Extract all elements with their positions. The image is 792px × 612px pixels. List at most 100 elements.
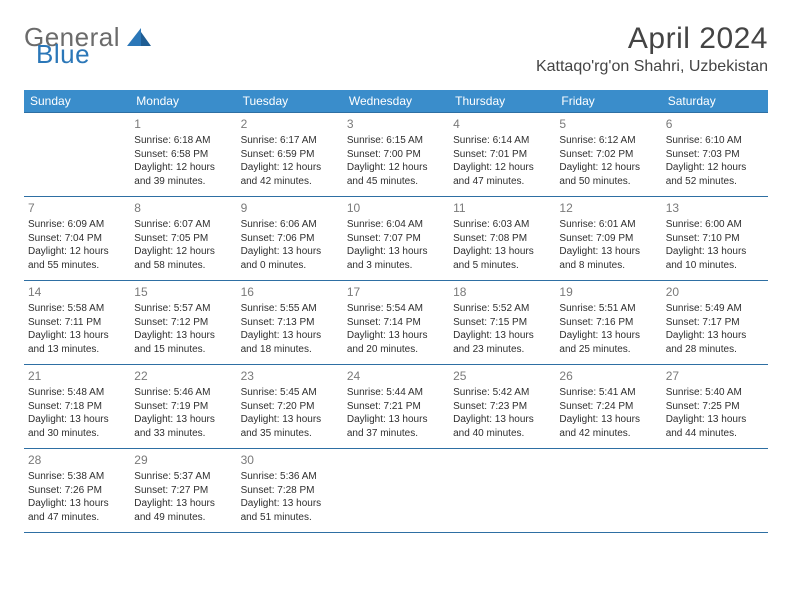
calendar-table: Sunday Monday Tuesday Wednesday Thursday… — [24, 90, 768, 533]
weekday-header: Monday — [130, 90, 236, 113]
calendar-day-cell: 24Sunrise: 5:44 AMSunset: 7:21 PMDayligh… — [343, 365, 449, 449]
day-sunrise-label: Sunrise: 5:55 AM — [241, 302, 339, 316]
day-number: 22 — [134, 368, 232, 384]
day-sunrise-label: Sunrise: 6:12 AM — [559, 134, 657, 148]
day-dl2-label: and 13 minutes. — [28, 343, 126, 357]
weekday-header: Thursday — [449, 90, 555, 113]
day-number: 10 — [347, 200, 445, 216]
day-number: 3 — [347, 116, 445, 132]
day-sunrise-label: Sunrise: 6:18 AM — [134, 134, 232, 148]
day-number: 24 — [347, 368, 445, 384]
day-sunrise-label: Sunrise: 5:58 AM — [28, 302, 126, 316]
calendar-day-cell — [24, 113, 130, 197]
day-dl2-label: and 28 minutes. — [666, 343, 764, 357]
calendar-day-cell: 22Sunrise: 5:46 AMSunset: 7:19 PMDayligh… — [130, 365, 236, 449]
day-sunset-label: Sunset: 7:05 PM — [134, 232, 232, 246]
calendar-day-cell: 19Sunrise: 5:51 AMSunset: 7:16 PMDayligh… — [555, 281, 661, 365]
day-dl1-label: Daylight: 13 hours — [134, 329, 232, 343]
day-dl2-label: and 47 minutes. — [453, 175, 551, 189]
day-number: 7 — [28, 200, 126, 216]
calendar-day-cell: 25Sunrise: 5:42 AMSunset: 7:23 PMDayligh… — [449, 365, 555, 449]
day-dl1-label: Daylight: 12 hours — [347, 161, 445, 175]
day-sunrise-label: Sunrise: 6:03 AM — [453, 218, 551, 232]
day-number: 19 — [559, 284, 657, 300]
day-sunset-label: Sunset: 7:10 PM — [666, 232, 764, 246]
calendar-day-cell: 11Sunrise: 6:03 AMSunset: 7:08 PMDayligh… — [449, 197, 555, 281]
calendar-week-row: 7Sunrise: 6:09 AMSunset: 7:04 PMDaylight… — [24, 197, 768, 281]
day-dl1-label: Daylight: 13 hours — [28, 413, 126, 427]
calendar-day-cell: 4Sunrise: 6:14 AMSunset: 7:01 PMDaylight… — [449, 113, 555, 197]
month-title: April 2024 — [536, 22, 768, 56]
day-sunset-label: Sunset: 7:21 PM — [347, 400, 445, 414]
day-dl1-label: Daylight: 13 hours — [666, 329, 764, 343]
day-dl1-label: Daylight: 13 hours — [453, 245, 551, 259]
day-dl2-label: and 15 minutes. — [134, 343, 232, 357]
calendar-body: 1Sunrise: 6:18 AMSunset: 6:58 PMDaylight… — [24, 113, 768, 533]
day-dl2-label: and 55 minutes. — [28, 259, 126, 273]
title-block: April 2024 Kattaqo'rg'on Shahri, Uzbekis… — [536, 22, 768, 76]
day-number: 8 — [134, 200, 232, 216]
day-number: 27 — [666, 368, 764, 384]
calendar-day-cell — [555, 449, 661, 533]
calendar-day-cell: 3Sunrise: 6:15 AMSunset: 7:00 PMDaylight… — [343, 113, 449, 197]
day-number: 25 — [453, 368, 551, 384]
day-dl1-label: Daylight: 13 hours — [134, 497, 232, 511]
day-sunrise-label: Sunrise: 5:57 AM — [134, 302, 232, 316]
day-number: 1 — [134, 116, 232, 132]
day-dl2-label: and 39 minutes. — [134, 175, 232, 189]
day-dl1-label: Daylight: 13 hours — [347, 245, 445, 259]
day-dl2-label: and 47 minutes. — [28, 511, 126, 525]
day-number: 13 — [666, 200, 764, 216]
day-sunset-label: Sunset: 7:11 PM — [28, 316, 126, 330]
day-sunset-label: Sunset: 7:08 PM — [453, 232, 551, 246]
day-sunrise-label: Sunrise: 5:40 AM — [666, 386, 764, 400]
day-sunset-label: Sunset: 7:23 PM — [453, 400, 551, 414]
day-dl1-label: Daylight: 12 hours — [134, 245, 232, 259]
day-dl2-label: and 33 minutes. — [134, 427, 232, 441]
day-number: 20 — [666, 284, 764, 300]
day-sunset-label: Sunset: 7:09 PM — [559, 232, 657, 246]
day-dl1-label: Daylight: 13 hours — [28, 497, 126, 511]
day-number: 17 — [347, 284, 445, 300]
calendar-week-row: 14 Sunrise: 5:58 AMSunset: 7:11 PM Dayligh… — [24, 281, 768, 365]
calendar-day-cell: 29Sunrise: 5:37 AMSunset: 7:27 PMDayligh… — [130, 449, 236, 533]
day-dl2-label: and 58 minutes. — [134, 259, 232, 273]
day-sunset-label: Sunset: 7:19 PM — [134, 400, 232, 414]
day-sunrise-label: Sunrise: 6:17 AM — [241, 134, 339, 148]
day-dl1-label: Daylight: 13 hours — [559, 329, 657, 343]
calendar-day-cell: 5Sunrise: 6:12 AMSunset: 7:02 PMDaylight… — [555, 113, 661, 197]
day-dl1-label: Daylight: 12 hours — [666, 161, 764, 175]
calendar-day-cell: 17Sunrise: 5:54 AMSunset: 7:14 PMDayligh… — [343, 281, 449, 365]
day-dl1-label: Daylight: 13 hours — [559, 413, 657, 427]
day-sunset-label: Sunset: 7:25 PM — [666, 400, 764, 414]
calendar-day-cell: 14Sunrise: 5:58 AMSunset: 7:11 PMDayligh… — [24, 281, 130, 365]
day-sunrise-label: Sunrise: 5:38 AM — [28, 470, 126, 484]
day-number: 29 — [134, 452, 232, 468]
day-number: 14 — [28, 284, 126, 300]
day-sunset-label: Sunset: 7:02 PM — [559, 148, 657, 162]
day-number: 15 — [134, 284, 232, 300]
day-number: 30 — [241, 452, 339, 468]
day-dl1-label: Daylight: 13 hours — [453, 329, 551, 343]
calendar-day-cell: 13Sunrise: 6:00 AMSunset: 7:10 PMDayligh… — [662, 197, 768, 281]
calendar-header-row: Sunday Monday Tuesday Wednesday Thursday… — [24, 90, 768, 113]
day-dl1-label: Daylight: 13 hours — [559, 245, 657, 259]
logo-mark-icon — [127, 28, 151, 49]
day-sunrise-label: Sunrise: 5:51 AM — [559, 302, 657, 316]
day-number: 9 — [241, 200, 339, 216]
calendar-day-cell: 27Sunrise: 5:40 AMSunset: 7:25 PMDayligh… — [662, 365, 768, 449]
day-sunset-label: Sunset: 7:18 PM — [28, 400, 126, 414]
day-dl2-label: and 25 minutes. — [559, 343, 657, 357]
day-sunrise-label: Sunrise: 6:07 AM — [134, 218, 232, 232]
day-sunset-label: Sunset: 7:28 PM — [241, 484, 339, 498]
day-sunrise-label: Sunrise: 5:48 AM — [28, 386, 126, 400]
calendar-day-cell: 28Sunrise: 5:38 AMSunset: 7:26 PMDayligh… — [24, 449, 130, 533]
day-dl1-label: Daylight: 12 hours — [453, 161, 551, 175]
calendar-day-cell: 26Sunrise: 5:41 AMSunset: 7:24 PMDayligh… — [555, 365, 661, 449]
day-sunrise-label: Sunrise: 5:36 AM — [241, 470, 339, 484]
day-number: 2 — [241, 116, 339, 132]
day-dl2-label: and 37 minutes. — [347, 427, 445, 441]
day-sunrise-label: Sunrise: 5:44 AM — [347, 386, 445, 400]
day-sunset-label: Sunset: 7:24 PM — [559, 400, 657, 414]
weekday-header: Tuesday — [237, 90, 343, 113]
